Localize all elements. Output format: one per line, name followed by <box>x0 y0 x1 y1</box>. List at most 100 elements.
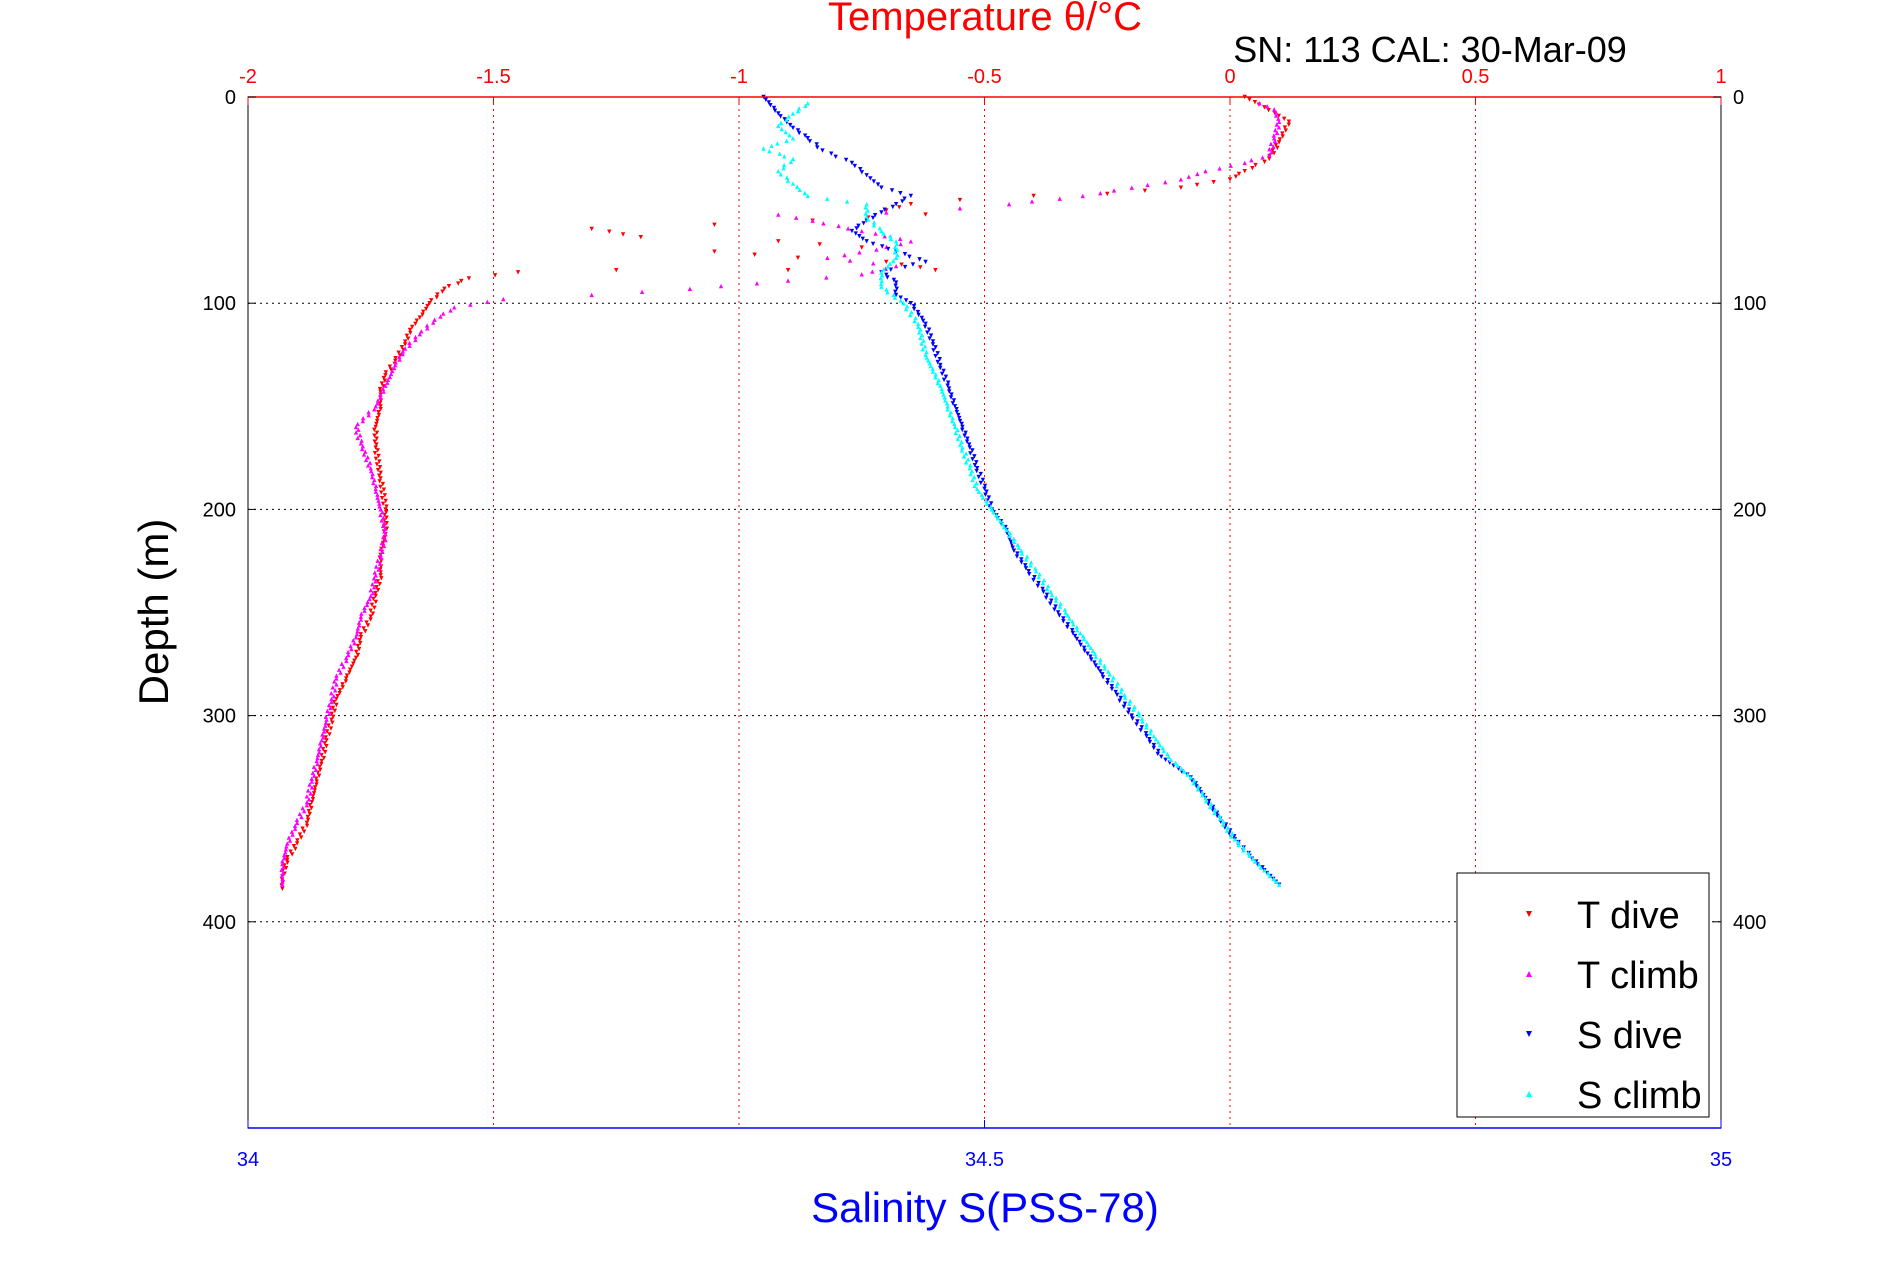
data-point <box>368 614 373 619</box>
data-point <box>1270 148 1275 153</box>
data-point <box>963 430 968 436</box>
data-point <box>374 462 380 467</box>
data-point <box>1275 145 1280 151</box>
data-point <box>279 867 284 873</box>
data-point <box>308 791 313 796</box>
data-point <box>878 281 884 287</box>
data-point <box>378 573 383 578</box>
data-point <box>1161 748 1166 754</box>
data-point <box>1065 625 1070 630</box>
data-point <box>1052 607 1057 612</box>
data-point <box>355 421 360 427</box>
data-point <box>935 380 940 386</box>
data-point <box>910 262 916 267</box>
data-point <box>379 555 384 560</box>
data-point <box>295 838 300 843</box>
data-point <box>1286 122 1292 127</box>
data-point <box>1271 151 1277 156</box>
data-point <box>384 526 390 531</box>
data-point <box>392 365 397 371</box>
data-point <box>321 726 327 731</box>
data-point <box>917 257 922 262</box>
data-point <box>923 259 928 265</box>
data-point <box>1062 607 1068 612</box>
data-point <box>1107 672 1112 677</box>
data-point <box>283 847 289 852</box>
data-point <box>1070 619 1075 624</box>
data-point <box>1250 856 1255 861</box>
data-point <box>870 215 876 221</box>
data-point <box>370 474 375 480</box>
data-point <box>1209 801 1214 807</box>
data-point <box>312 773 317 778</box>
data-point <box>456 281 461 286</box>
data-point <box>891 292 896 298</box>
data-point <box>847 258 853 263</box>
series-s-climb <box>761 100 1282 887</box>
data-point <box>365 454 370 460</box>
data-point <box>1084 639 1090 645</box>
data-point <box>1148 728 1154 733</box>
data-point <box>766 100 772 105</box>
data-point <box>287 838 293 843</box>
data-point <box>420 312 425 317</box>
data-point <box>338 670 343 675</box>
data-point <box>1262 105 1267 110</box>
data-point <box>1241 845 1246 850</box>
data-point <box>452 305 457 310</box>
temperature-tick-label: -1 <box>730 66 748 88</box>
data-point <box>1269 149 1274 155</box>
data-point <box>861 221 866 226</box>
data-point <box>381 375 386 381</box>
data-point <box>1185 772 1190 777</box>
data-point <box>950 415 955 421</box>
data-point <box>1276 116 1281 121</box>
data-point <box>1206 798 1212 804</box>
data-point <box>343 679 349 684</box>
data-point <box>893 263 899 269</box>
data-point <box>281 853 287 858</box>
data-point <box>784 175 790 180</box>
series-s-dive <box>761 94 1282 887</box>
data-point <box>320 735 326 740</box>
data-point <box>378 392 383 397</box>
data-point <box>1088 657 1094 662</box>
data-point <box>868 176 873 181</box>
data-point <box>1140 719 1145 724</box>
data-point <box>795 255 801 261</box>
data-point <box>353 430 359 435</box>
data-point <box>380 534 386 540</box>
data-point <box>341 664 346 669</box>
data-point <box>962 433 967 438</box>
data-point <box>1160 745 1166 751</box>
data-point <box>286 835 292 840</box>
data-point <box>790 181 796 186</box>
data-point <box>335 693 340 699</box>
data-point <box>1016 545 1021 550</box>
data-point <box>970 448 975 453</box>
data-point <box>916 321 921 327</box>
data-point <box>1045 583 1051 589</box>
data-point <box>375 467 381 473</box>
data-point <box>355 435 360 441</box>
data-point <box>374 442 379 447</box>
data-point <box>790 125 796 131</box>
data-point <box>849 228 855 234</box>
data-point <box>370 590 376 596</box>
data-point <box>968 463 973 468</box>
data-point <box>1011 539 1017 545</box>
data-point <box>1077 639 1082 645</box>
data-point <box>589 292 594 298</box>
data-point <box>772 108 778 113</box>
data-point <box>413 337 418 343</box>
data-point <box>315 752 321 758</box>
data-point <box>1019 557 1024 562</box>
data-point <box>988 504 994 509</box>
data-point <box>908 239 914 244</box>
data-point <box>375 398 381 403</box>
data-point <box>781 162 787 168</box>
data-point <box>938 362 943 368</box>
data-point <box>323 749 328 755</box>
data-point <box>1168 757 1174 762</box>
data-point <box>384 509 389 515</box>
